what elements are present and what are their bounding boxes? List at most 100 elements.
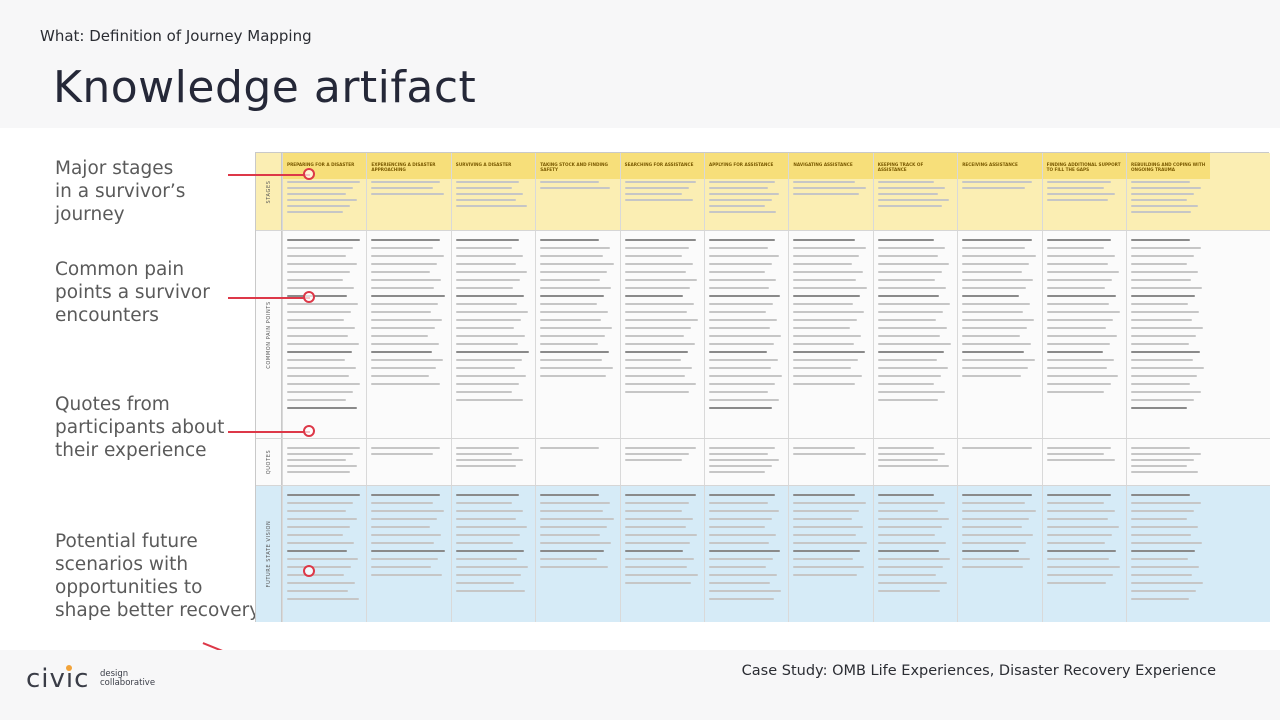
text-line: [371, 303, 438, 305]
text-line: [793, 510, 859, 512]
text-line: [962, 187, 1025, 189]
page-title: Knowledge artifact: [53, 62, 477, 113]
text-line: [709, 311, 767, 313]
text-line: [455, 193, 524, 195]
map-cell: [450, 231, 535, 438]
text-line: [371, 383, 440, 385]
text-line: [540, 542, 611, 544]
text-line: [540, 375, 606, 377]
text-line: [371, 534, 441, 536]
text-line: [287, 502, 354, 504]
text-line: [709, 566, 767, 568]
text-line: [877, 518, 950, 520]
text-line: [1046, 582, 1106, 584]
annotation-line: encounters: [55, 305, 159, 326]
map-cell: [366, 231, 450, 438]
text-line: [709, 582, 771, 584]
text-line: [540, 534, 600, 536]
row-label: QUOTES: [256, 439, 282, 485]
text-line: [877, 558, 951, 560]
text-line: [709, 351, 768, 353]
text-line: [540, 181, 599, 183]
text-line: [624, 453, 689, 455]
text-line: [709, 247, 769, 249]
text-line: [287, 459, 347, 461]
text-line: [962, 534, 1033, 536]
text-line: [877, 383, 935, 385]
stage-header-band: [705, 153, 789, 179]
text-line: [962, 311, 1023, 313]
text-line: [540, 351, 609, 353]
text-line: [1131, 465, 1188, 467]
row-label: FUTURE STATE VISION: [256, 486, 282, 622]
stage-header-band: [873, 153, 958, 179]
text-line: [962, 518, 1029, 520]
map-cell: Experiencing a disaster approaching: [366, 153, 451, 230]
text-line: [540, 239, 599, 241]
text-line: [709, 550, 781, 552]
text-line: [624, 367, 692, 369]
map-cell: [1041, 486, 1126, 622]
annotation-line: scenarios with: [55, 554, 189, 575]
stage-name: Rebuilding and coping with ongoing traum…: [1131, 162, 1206, 172]
text-line: [455, 453, 513, 455]
row-label-text: QUOTES: [265, 449, 272, 475]
text-line: [877, 590, 941, 592]
text-line: [793, 518, 852, 520]
text-line: [877, 327, 948, 329]
text-line: [371, 447, 440, 449]
map-cell: [704, 231, 788, 438]
stage-header-band: [451, 153, 536, 179]
text-line: [793, 550, 860, 552]
text-line: [455, 255, 524, 257]
connector-dot-pain: [303, 291, 315, 303]
text-line: [877, 255, 939, 257]
text-line: [962, 255, 1036, 257]
text-line: [1046, 279, 1112, 281]
text-line: [793, 453, 866, 455]
text-line: [962, 542, 1026, 544]
text-line: [624, 263, 693, 265]
map-cell: [619, 439, 704, 485]
text-line: [877, 351, 945, 353]
text-line: [793, 311, 864, 313]
text-line: [877, 247, 946, 249]
map-cell: [957, 231, 1041, 438]
text-line: [962, 359, 1035, 361]
text-line: [455, 343, 519, 345]
text-line: [877, 319, 937, 321]
text-line: [793, 187, 866, 189]
text-line: [624, 383, 696, 385]
text-line: [877, 271, 943, 273]
text-line: [793, 287, 867, 289]
logo-tagline: design collaborative: [100, 670, 155, 688]
text-line: [371, 542, 434, 544]
text-line: [371, 359, 443, 361]
text-line: [1046, 311, 1120, 313]
text-line: [1046, 343, 1110, 345]
text-line: [1046, 327, 1106, 329]
text-line: [793, 255, 859, 257]
text-line: [709, 335, 782, 337]
map-cell: Applying for assistance: [704, 153, 789, 230]
text-line: [287, 211, 344, 213]
text-line: [1131, 453, 1202, 455]
text-line: [1131, 255, 1195, 257]
text-line: [540, 271, 607, 273]
text-line: [1131, 211, 1192, 213]
text-line: [1131, 205, 1199, 207]
text-line: [371, 271, 430, 273]
text-line: [371, 247, 433, 249]
text-line: [455, 239, 520, 241]
text-line: [877, 574, 937, 576]
text-line: [1131, 518, 1188, 520]
text-line: [709, 447, 776, 449]
row-label: COMMON PAIN POINTS: [256, 231, 282, 438]
text-line: [1046, 239, 1111, 241]
text-line: [540, 303, 597, 305]
text-line: [793, 494, 855, 496]
text-line: [624, 343, 695, 345]
text-line: [709, 383, 776, 385]
text-line: [877, 279, 936, 281]
text-line: [709, 271, 766, 273]
